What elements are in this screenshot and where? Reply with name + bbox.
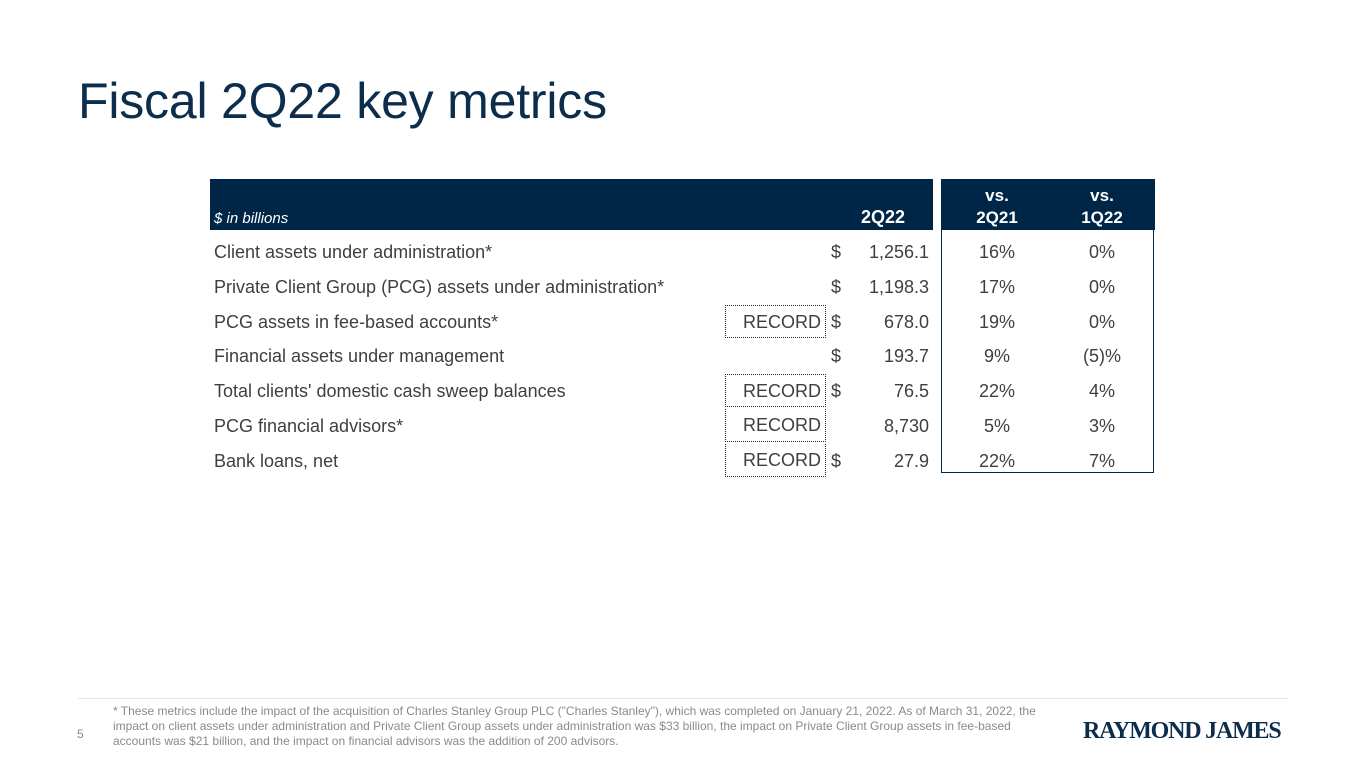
record-badge: RECORD	[725, 304, 826, 338]
record-badge: RECORD	[725, 409, 826, 442]
change-vs-1q22: 3%	[1088, 416, 1115, 436]
table-row: PCG financial advisors* RECORD 8,730 5% 3%	[0, 409, 1365, 444]
change-vs-2q21: 5%	[983, 416, 1010, 436]
table-header-left: $ in billions 2Q22	[210, 179, 933, 230]
currency-symbol: $	[831, 450, 842, 471]
change-vs-1q22: 4%	[1088, 381, 1115, 402]
table-row: Total clients' domestic cash sweep balan…	[0, 374, 1365, 409]
metric-label: Total clients' domestic cash sweep balan…	[214, 381, 566, 402]
page-number: 5	[77, 727, 84, 741]
metric-value: 678.0	[883, 311, 929, 332]
metric-label: PCG assets in fee-based accounts*	[214, 311, 499, 332]
units-label: $ in billions	[214, 210, 289, 227]
metric-value: 8,730	[883, 416, 929, 436]
raymond-james-logo: RAYMOND JAMES	[1083, 718, 1282, 744]
change-vs-1q22: 0%	[1088, 242, 1115, 262]
metric-value: 27.9	[893, 450, 929, 471]
change-vs-2q21: 16%	[978, 242, 1016, 262]
change-vs-2q21: 22%	[978, 450, 1016, 471]
currency-symbol: $	[831, 311, 842, 332]
page-title: Fiscal 2Q22 key metrics	[78, 73, 607, 129]
change-vs-2q21: 9%	[983, 346, 1010, 367]
metric-label: Financial assets under management	[214, 346, 505, 367]
currency-symbol: $	[831, 346, 842, 367]
table-row: Financial assets under management $193.7 9…	[0, 339, 1365, 374]
footer-divider	[78, 698, 1288, 699]
currency-symbol: $	[831, 381, 842, 402]
metric-value: 1,198.3	[868, 276, 929, 297]
table-row: Bank loans, net RECORD $27.9 22% 7%	[0, 443, 1365, 479]
comparison-column-border	[941, 179, 1154, 473]
change-vs-2q21: 19%	[978, 311, 1016, 332]
metric-value: 1,256.1	[868, 242, 929, 262]
metric-value: 193.7	[883, 346, 929, 367]
column-header-vs-1q22: vs. 1Q22	[1081, 186, 1123, 227]
record-badge: RECORD	[725, 374, 826, 408]
change-vs-1q22: 0%	[1088, 311, 1115, 332]
change-vs-2q21: 22%	[978, 381, 1016, 402]
currency-symbol: $	[831, 276, 842, 297]
metric-label: Private Client Group (PCG) assets under …	[214, 276, 665, 297]
table-header-right: vs. 2Q21 vs. 1Q22	[942, 179, 1155, 230]
change-vs-1q22: (5)%	[1082, 346, 1121, 367]
column-header-vs-2q21: vs. 2Q21	[976, 186, 1018, 227]
change-vs-1q22: 0%	[1088, 276, 1115, 297]
change-vs-2q21: 17%	[978, 276, 1016, 297]
table-row: PCG assets in fee-based accounts* RECORD $…	[0, 304, 1365, 340]
metric-label: Bank loans, net	[214, 450, 339, 471]
metric-label: Client assets under administration*	[214, 242, 493, 262]
metric-label: PCG financial advisors*	[214, 416, 404, 436]
footnote: * These metrics include the impact of th…	[113, 704, 1036, 748]
table-row: Client assets under administration* $1,25…	[0, 235, 1365, 270]
table-row: Private Client Group (PCG) assets under …	[0, 270, 1365, 305]
change-vs-1q22: 7%	[1088, 450, 1115, 471]
currency-symbol: $	[831, 242, 842, 262]
metric-value: 76.5	[893, 381, 929, 402]
record-badge: RECORD	[725, 443, 826, 477]
column-header-2q22: 2Q22	[860, 207, 905, 227]
